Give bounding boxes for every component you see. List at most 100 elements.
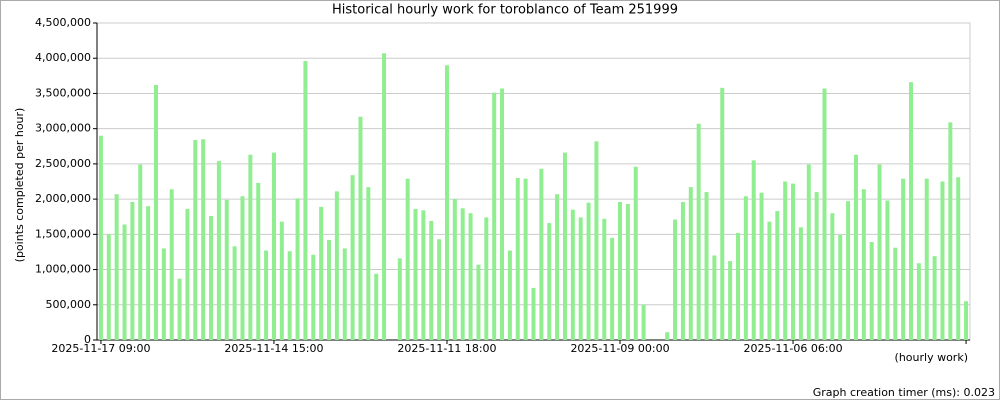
bar — [468, 213, 473, 340]
bar — [201, 139, 206, 340]
bar — [562, 152, 567, 340]
chart-title: Historical hourly work for toroblanco of… — [332, 3, 678, 18]
y-tick-label: 2,000,000 — [35, 192, 91, 205]
bar — [413, 208, 418, 340]
bar — [940, 181, 945, 340]
bar — [106, 234, 111, 340]
bar — [515, 177, 520, 340]
bar — [783, 181, 788, 340]
bar — [429, 220, 434, 340]
bar — [279, 221, 284, 340]
bar — [743, 196, 748, 340]
bar — [673, 219, 678, 340]
bar — [720, 87, 725, 340]
bar — [885, 200, 890, 340]
bar — [751, 160, 756, 340]
bar — [130, 201, 135, 340]
bar — [767, 221, 772, 340]
bar — [602, 218, 607, 340]
bar — [665, 332, 670, 340]
bar — [232, 246, 237, 340]
y-tick-label: 4,500,000 — [35, 16, 91, 29]
y-axis-label: (points completed per hour) — [13, 108, 26, 263]
y-tick-label: 1,500,000 — [35, 227, 91, 240]
y-tick-label: 0 — [84, 333, 91, 346]
bar — [633, 166, 638, 340]
bar — [452, 199, 457, 340]
bar — [358, 116, 363, 341]
bar — [350, 175, 355, 340]
bar — [382, 53, 387, 341]
bar — [500, 88, 505, 340]
bar — [264, 250, 269, 340]
bar — [295, 198, 300, 340]
bar — [531, 287, 536, 340]
bar — [122, 224, 127, 340]
footer: Graph creation timer (ms): 0.023 — [813, 386, 995, 399]
bar — [492, 92, 497, 341]
bar — [814, 192, 819, 340]
bar — [271, 152, 276, 340]
bar — [791, 183, 796, 340]
x-tick-label: 2025-11-14 15:00 — [224, 342, 323, 355]
bar — [114, 194, 119, 340]
bar — [964, 301, 969, 340]
x-axis-label: (hourly work) — [895, 351, 968, 364]
y-tick-label: 1,000,000 — [35, 263, 91, 276]
bar — [98, 135, 103, 340]
bar — [861, 189, 866, 340]
bar — [932, 256, 937, 340]
bar — [688, 187, 693, 340]
bar — [570, 209, 575, 340]
bar — [303, 61, 308, 340]
bar — [775, 211, 780, 340]
bar — [484, 217, 489, 340]
bar — [476, 264, 481, 340]
bar — [153, 84, 158, 340]
bar — [728, 261, 733, 340]
bar — [909, 82, 914, 340]
x-tick-label: 2025-11-17 09:00 — [51, 342, 150, 355]
bar — [555, 194, 560, 340]
bar — [334, 191, 339, 340]
bar — [161, 248, 166, 340]
bar — [806, 164, 811, 340]
bar — [735, 232, 740, 340]
bar — [877, 164, 882, 340]
bar — [421, 210, 426, 340]
x-tick-label: 2025-11-09 00:00 — [570, 342, 669, 355]
bar — [146, 206, 151, 340]
bar — [397, 258, 402, 340]
bar — [625, 204, 630, 340]
bar — [830, 213, 835, 340]
bar — [696, 123, 701, 340]
bar — [248, 154, 253, 340]
bar — [822, 88, 827, 340]
bar — [240, 196, 245, 340]
bar — [138, 164, 143, 340]
bar — [610, 237, 615, 340]
bar — [311, 254, 316, 340]
bar — [547, 223, 552, 340]
bar — [405, 178, 410, 340]
bar — [869, 242, 874, 340]
bar — [853, 154, 858, 340]
bar — [641, 304, 646, 340]
bar — [948, 122, 953, 341]
x-tick-label: 2025-11-06 06:00 — [743, 342, 842, 355]
bar — [460, 208, 465, 340]
bar — [342, 248, 347, 340]
y-tick-label: 2,500,000 — [35, 157, 91, 170]
bar — [956, 177, 961, 340]
bar — [437, 239, 442, 340]
bar — [287, 251, 292, 340]
bar — [224, 199, 229, 340]
bar — [169, 189, 174, 340]
bar — [523, 178, 528, 340]
bar — [578, 217, 583, 340]
bar — [507, 250, 512, 340]
bar — [594, 141, 599, 340]
bar — [618, 201, 623, 340]
